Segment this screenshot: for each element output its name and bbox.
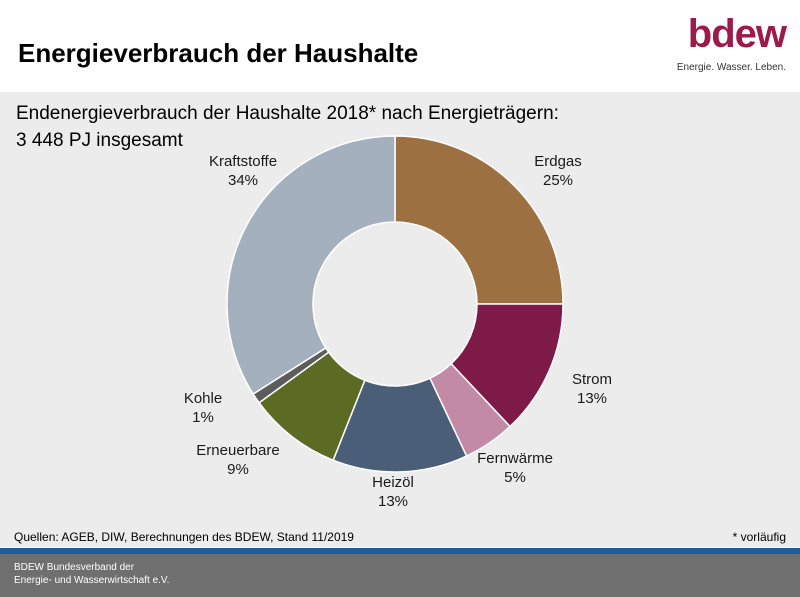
chart-subtitle: 3 448 PJ insgesamt <box>16 130 183 151</box>
label-kraftstoffe-value: 34% <box>228 172 258 189</box>
footer-bar <box>0 554 800 597</box>
sources-note: Quellen: AGEB, DIW, Berechnungen des BDE… <box>14 530 354 544</box>
chart-title: Endenergieverbrauch der Haushalte 2018* … <box>16 103 559 124</box>
footer-accent-bar <box>0 548 800 554</box>
label-kohle-value: 1% <box>192 409 214 426</box>
logo-tagline: Energie. Wasser. Leben. <box>676 62 786 73</box>
label-erdgas-value: 25% <box>543 172 573 189</box>
footer-org-line1: BDEW Bundesverband der <box>14 562 135 573</box>
footnote: * vorläufig <box>732 530 786 544</box>
footer-org-line2: Energie- und Wasserwirtschaft e.V. <box>14 575 170 586</box>
label-kohle-name: Kohle <box>184 390 222 407</box>
label-heizoel-name: Heizöl <box>372 474 414 491</box>
page-title: Energieverbrauch der Haushalte <box>18 38 419 68</box>
header <box>0 0 800 92</box>
label-kraftstoffe-name: Kraftstoffe <box>209 153 277 170</box>
label-fernwaerme-name: Fernwärme <box>477 450 553 467</box>
slice-kraftstoffe <box>226 135 396 396</box>
label-fernwaerme-value: 5% <box>504 469 526 486</box>
bdew-logo: bdew <box>687 12 787 56</box>
label-erdgas-name: Erdgas <box>534 153 582 170</box>
label-erneuerbare-name: Erneuerbare <box>196 442 279 459</box>
label-erneuerbare-value: 9% <box>227 461 249 478</box>
label-heizoel-value: 13% <box>378 493 408 510</box>
chart-heading: Endenergieverbrauch der Haushalte 2018* … <box>16 100 559 154</box>
slice-erdgas <box>394 135 564 305</box>
label-strom-name: Strom <box>572 371 612 388</box>
label-strom-value: 13% <box>577 390 607 407</box>
